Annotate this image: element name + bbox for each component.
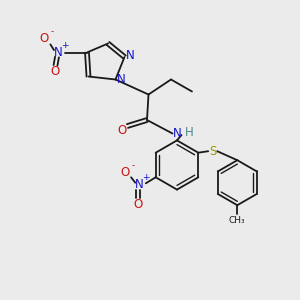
Text: H: H [184, 125, 194, 139]
Text: N: N [54, 46, 63, 59]
Text: N: N [172, 127, 182, 140]
Text: +: + [61, 41, 69, 50]
Text: S: S [210, 145, 217, 158]
Text: O: O [40, 32, 49, 45]
Text: N: N [135, 178, 144, 191]
Text: N: N [125, 49, 134, 62]
Text: -: - [132, 161, 135, 170]
Text: O: O [121, 166, 130, 179]
Text: CH₃: CH₃ [229, 216, 246, 225]
Text: O: O [133, 198, 142, 211]
Text: +: + [142, 173, 150, 182]
Text: O: O [51, 65, 60, 78]
Text: N: N [116, 73, 125, 86]
Text: O: O [117, 124, 126, 137]
Text: -: - [51, 27, 54, 36]
